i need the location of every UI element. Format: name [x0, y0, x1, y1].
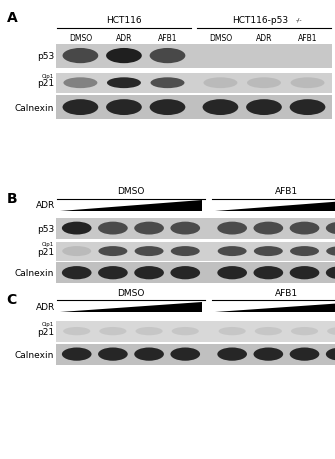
- Text: p21: p21: [37, 327, 54, 336]
- Text: ADR: ADR: [256, 34, 272, 43]
- Ellipse shape: [107, 78, 141, 89]
- Ellipse shape: [63, 49, 98, 64]
- Ellipse shape: [218, 246, 247, 257]
- Ellipse shape: [254, 222, 283, 235]
- Text: AFB1: AFB1: [158, 34, 177, 43]
- Text: Cip1: Cip1: [42, 73, 54, 78]
- Bar: [56, 96, 332, 120]
- Text: AFB1: AFB1: [275, 187, 298, 196]
- Ellipse shape: [98, 222, 128, 235]
- Text: A: A: [7, 11, 17, 25]
- Ellipse shape: [62, 267, 91, 280]
- Ellipse shape: [290, 222, 319, 235]
- Text: HCT116-p53: HCT116-p53: [232, 16, 289, 25]
- Polygon shape: [215, 201, 335, 211]
- Text: DMSO: DMSO: [117, 187, 145, 196]
- Ellipse shape: [98, 246, 127, 257]
- Ellipse shape: [134, 222, 164, 235]
- Ellipse shape: [99, 327, 126, 336]
- Ellipse shape: [217, 267, 247, 280]
- Text: Calnexin: Calnexin: [15, 103, 54, 112]
- Bar: [56, 263, 335, 284]
- Ellipse shape: [172, 327, 199, 336]
- Text: Calnexin: Calnexin: [15, 350, 54, 359]
- Polygon shape: [215, 302, 335, 312]
- Ellipse shape: [134, 267, 164, 280]
- Ellipse shape: [290, 78, 325, 89]
- Ellipse shape: [290, 246, 319, 257]
- Bar: [56, 321, 335, 342]
- Text: DMSO: DMSO: [117, 288, 145, 297]
- Ellipse shape: [98, 267, 128, 280]
- Text: -/-: -/-: [296, 17, 303, 22]
- Text: p21: p21: [37, 247, 54, 256]
- Ellipse shape: [106, 49, 142, 64]
- Text: DMSO: DMSO: [209, 34, 232, 43]
- Ellipse shape: [290, 267, 319, 280]
- Ellipse shape: [326, 222, 335, 235]
- Ellipse shape: [171, 246, 200, 257]
- Ellipse shape: [326, 267, 335, 280]
- Text: p21: p21: [37, 79, 54, 88]
- Polygon shape: [60, 201, 202, 211]
- Ellipse shape: [62, 246, 91, 257]
- Ellipse shape: [150, 100, 185, 116]
- Text: Cip1: Cip1: [42, 321, 54, 326]
- Ellipse shape: [62, 222, 91, 235]
- Text: ADR: ADR: [36, 201, 55, 210]
- Ellipse shape: [290, 100, 325, 116]
- Bar: [56, 45, 332, 68]
- Ellipse shape: [62, 348, 91, 361]
- Bar: [56, 218, 335, 239]
- Ellipse shape: [150, 78, 185, 89]
- Ellipse shape: [135, 246, 163, 257]
- Text: HCT116: HCT116: [106, 16, 142, 25]
- Text: C: C: [7, 293, 17, 307]
- Ellipse shape: [219, 327, 246, 336]
- Text: AFB1: AFB1: [275, 288, 298, 297]
- Ellipse shape: [247, 78, 281, 89]
- Ellipse shape: [203, 78, 238, 89]
- Text: ADR: ADR: [36, 302, 55, 311]
- Ellipse shape: [254, 267, 283, 280]
- Ellipse shape: [171, 222, 200, 235]
- Ellipse shape: [63, 100, 98, 116]
- Ellipse shape: [106, 100, 142, 116]
- Text: AFB1: AFB1: [298, 34, 317, 43]
- Text: DMSO: DMSO: [69, 34, 92, 43]
- Text: p53: p53: [37, 52, 54, 61]
- Ellipse shape: [171, 348, 200, 361]
- Text: ADR: ADR: [116, 34, 132, 43]
- Ellipse shape: [98, 348, 128, 361]
- Ellipse shape: [326, 348, 335, 361]
- Ellipse shape: [150, 49, 185, 64]
- Ellipse shape: [254, 246, 283, 257]
- Bar: [56, 242, 335, 261]
- Bar: [56, 344, 335, 365]
- Ellipse shape: [217, 348, 247, 361]
- Ellipse shape: [217, 222, 247, 235]
- Text: B: B: [7, 191, 17, 205]
- Polygon shape: [60, 302, 202, 312]
- Ellipse shape: [291, 327, 318, 336]
- Ellipse shape: [63, 327, 90, 336]
- Ellipse shape: [135, 327, 162, 336]
- Ellipse shape: [134, 348, 164, 361]
- Text: Cip1: Cip1: [42, 241, 54, 246]
- Ellipse shape: [171, 267, 200, 280]
- Text: p53: p53: [37, 224, 54, 233]
- Bar: [56, 73, 332, 94]
- Text: Calnexin: Calnexin: [15, 269, 54, 278]
- Ellipse shape: [326, 246, 335, 257]
- Ellipse shape: [203, 100, 238, 116]
- Ellipse shape: [327, 327, 335, 336]
- Ellipse shape: [255, 327, 282, 336]
- Ellipse shape: [254, 348, 283, 361]
- Ellipse shape: [290, 348, 319, 361]
- Ellipse shape: [246, 100, 282, 116]
- Ellipse shape: [63, 78, 97, 89]
